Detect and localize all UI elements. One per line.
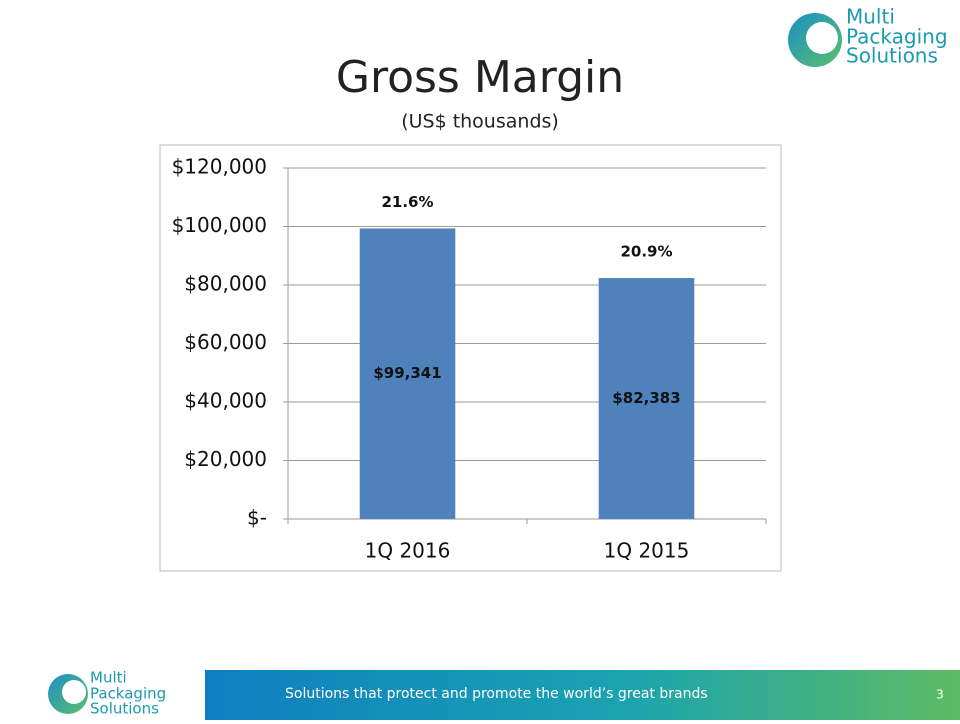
logo-text: Multi <box>846 5 895 29</box>
y-tick-label: $40,000 <box>184 389 267 413</box>
y-tick-label: $20,000 <box>184 447 267 471</box>
y-tick-label: $120,000 <box>172 155 267 179</box>
logo-text: Packaging <box>846 25 948 49</box>
annotation: 21.6% <box>381 193 433 211</box>
y-tick-label: $80,000 <box>184 272 267 296</box>
logo: Multi Packaging Solutions <box>788 5 948 68</box>
plot-area: $- $20,000 $40,000 $60,000 $80,000 $100,000 $1… <box>172 155 767 563</box>
logo-text: Packaging <box>90 685 166 703</box>
logo-swirl <box>62 680 86 704</box>
y-tick-label: $60,000 <box>184 330 267 354</box>
chart-title: Gross Margin <box>336 52 624 103</box>
bar <box>598 278 695 519</box>
chart-subtitle: (US$ thousands) <box>401 111 559 133</box>
logo-text: Solutions <box>90 700 159 718</box>
logo-text: Solutions <box>846 44 938 68</box>
bar <box>359 228 456 519</box>
footer-bar <box>205 670 960 720</box>
y-tick-label: $- <box>247 506 267 530</box>
page-number: 3 <box>936 688 944 702</box>
annotation: 20.9% <box>620 243 672 261</box>
x-tick-label: 1Q 2016 <box>365 539 451 563</box>
logo-text: Multi <box>90 669 127 687</box>
x-tick-label: 1Q 2015 <box>604 539 690 563</box>
value-label: $82,383 <box>612 389 680 407</box>
logo-swirl <box>806 22 838 54</box>
footer-tagline: Solutions that protect and promote the w… <box>285 686 708 702</box>
footer-logo: Multi Packaging Solutions <box>48 669 166 718</box>
y-tick-label: $100,000 <box>172 213 267 237</box>
value-label: $99,341 <box>373 364 441 382</box>
